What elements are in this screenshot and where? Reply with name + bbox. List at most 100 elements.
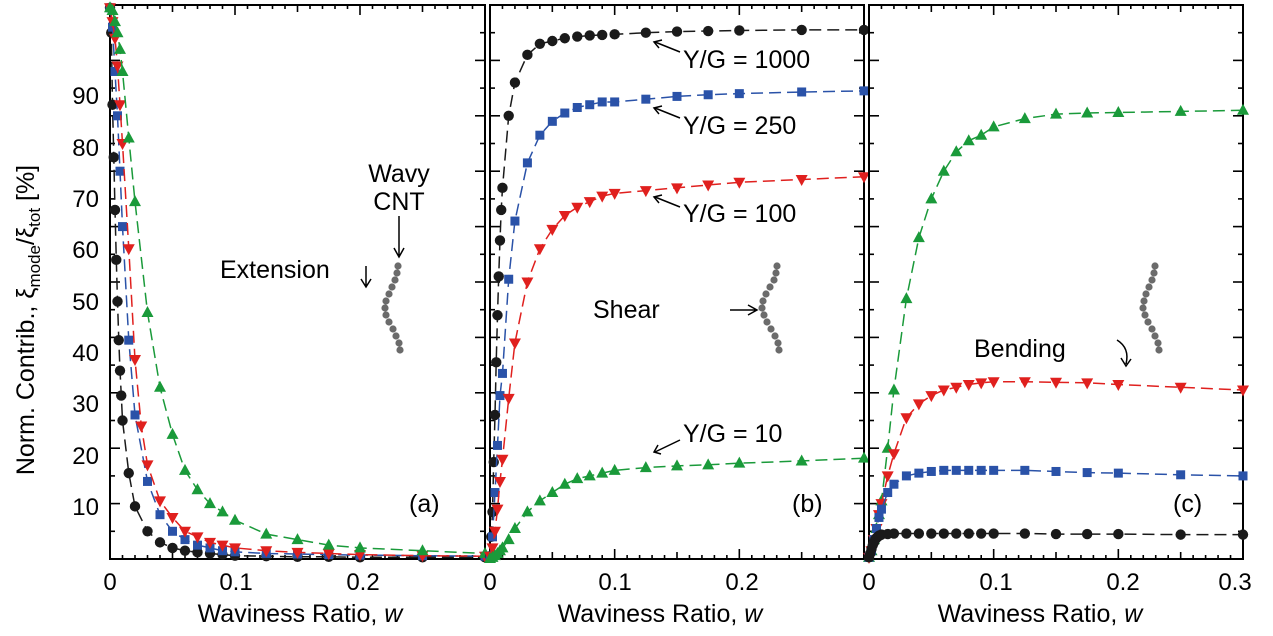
data-point	[1081, 528, 1093, 540]
data-point	[912, 231, 925, 243]
data-point	[596, 191, 609, 203]
data-point	[962, 134, 975, 146]
data-point	[926, 528, 937, 539]
annotation-cnt: CNT	[373, 188, 424, 216]
data-point	[193, 540, 202, 550]
y-tick-label: 30	[72, 391, 99, 418]
y-tick-labels: 10 20 30 40 50 60 70 80 90	[72, 83, 99, 521]
data-point	[610, 97, 620, 107]
data-point	[560, 108, 570, 118]
data-point	[547, 116, 557, 126]
x-axis-label-a: Waviness Ratio, w	[198, 600, 405, 628]
data-point	[1174, 382, 1187, 394]
data-point	[143, 476, 152, 486]
data-point	[596, 466, 609, 478]
data-point	[900, 292, 913, 304]
data-point	[322, 538, 335, 550]
axis-ticks	[489, 4, 865, 560]
data-point	[122, 131, 135, 143]
data-point	[559, 33, 570, 44]
x-tick-label: 0.2	[1106, 569, 1139, 596]
arrow-bending	[1116, 339, 1132, 368]
data-point	[585, 100, 595, 110]
cnt-bead	[382, 297, 390, 305]
cnt-bead	[394, 262, 402, 270]
data-point	[496, 204, 507, 216]
data-point	[558, 477, 571, 489]
data-point	[1175, 529, 1186, 540]
cnt-bead	[773, 262, 781, 270]
data-point	[141, 305, 154, 317]
data-point	[114, 42, 126, 54]
x-tick-labels: 0 0.1 0.2 0 0.1 0.2 0 0.1 0.2 0.3	[103, 569, 1251, 596]
cnt-bead	[760, 311, 768, 319]
data-point	[937, 164, 950, 176]
data-point	[508, 522, 521, 534]
data-point	[111, 26, 124, 38]
data-point	[1050, 377, 1062, 389]
data-point	[641, 94, 651, 104]
data-point	[702, 25, 714, 37]
panel-b	[484, 4, 870, 563]
data-point	[951, 528, 962, 539]
y-tick-label: 50	[72, 289, 99, 316]
data-point	[260, 527, 273, 539]
label-yg-100: Y/G = 100	[652, 194, 796, 228]
series-y-g-100	[484, 172, 870, 563]
data-point	[113, 334, 124, 346]
cnt-bead	[767, 325, 775, 333]
label-yg-1000: Y/G = 1000	[652, 39, 810, 74]
data-point	[229, 513, 241, 525]
data-point	[584, 30, 595, 41]
series-y-g-1000	[863, 528, 1249, 563]
data-point	[535, 130, 545, 140]
data-point	[291, 547, 304, 559]
data-point	[796, 24, 807, 36]
annotation-extension: Extension	[220, 256, 330, 284]
data-point	[111, 61, 124, 73]
axis-ticks	[868, 4, 1244, 560]
data-point	[975, 378, 988, 390]
data-point	[734, 25, 745, 36]
data-point	[734, 89, 744, 99]
data-point	[117, 415, 128, 426]
data-point	[546, 224, 559, 236]
data-point	[486, 543, 499, 555]
data-point	[106, 4, 119, 16]
data-point	[963, 528, 974, 539]
data-point	[354, 541, 366, 553]
data-point	[492, 310, 503, 321]
cnt-bead	[381, 304, 389, 312]
data-point	[490, 488, 500, 498]
data-point	[976, 528, 987, 539]
data-point	[883, 488, 893, 498]
series-y-g-1000	[484, 24, 870, 562]
data-point	[491, 357, 502, 368]
data-point	[1051, 466, 1061, 476]
data-point	[489, 409, 501, 421]
cnt-bead	[766, 283, 774, 291]
cnt-bead	[771, 332, 779, 340]
data-point	[1050, 528, 1062, 540]
cnt-bead	[393, 269, 401, 277]
data-point	[1176, 470, 1186, 480]
cnt-bead	[385, 290, 393, 298]
data-point	[521, 277, 534, 289]
data-point	[640, 27, 652, 38]
data-point	[508, 338, 521, 350]
series-line	[868, 532, 1243, 558]
data-point	[522, 158, 532, 168]
cnt-bead	[770, 276, 778, 284]
data-point	[858, 172, 870, 184]
data-point	[937, 385, 950, 397]
annotation-shear: Shear	[593, 296, 660, 324]
data-point	[1112, 105, 1125, 117]
data-point	[502, 533, 515, 545]
data-point	[558, 211, 571, 223]
data-point	[204, 497, 216, 509]
data-point	[639, 186, 652, 198]
data-point	[509, 77, 521, 88]
data-point	[871, 524, 881, 534]
data-point	[122, 244, 135, 256]
data-point	[494, 235, 506, 246]
